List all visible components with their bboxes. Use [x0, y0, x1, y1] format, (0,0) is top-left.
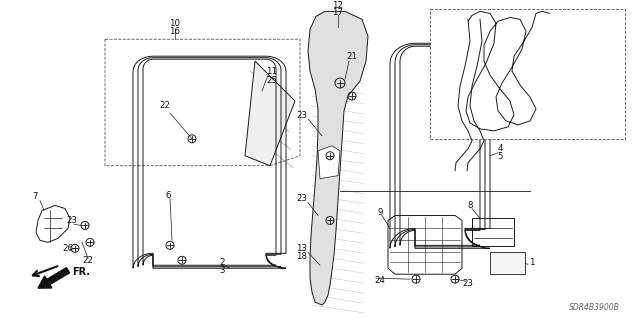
- Polygon shape: [245, 61, 295, 166]
- Text: 23: 23: [296, 194, 307, 203]
- Text: 15: 15: [550, 111, 561, 120]
- Text: 8: 8: [467, 201, 473, 210]
- Text: 14: 14: [595, 62, 605, 70]
- Text: 5: 5: [497, 152, 503, 161]
- Text: SDR4B3900B: SDR4B3900B: [569, 303, 620, 312]
- Text: 25: 25: [525, 128, 536, 137]
- Text: 11: 11: [266, 67, 278, 76]
- Polygon shape: [308, 11, 368, 305]
- Text: 4: 4: [497, 144, 503, 153]
- Text: 6: 6: [165, 191, 171, 200]
- Text: 16: 16: [170, 27, 180, 36]
- Text: 23: 23: [67, 216, 77, 225]
- Text: 22: 22: [445, 11, 456, 20]
- Text: FR.: FR.: [72, 267, 90, 277]
- Text: 13: 13: [296, 244, 307, 253]
- Polygon shape: [318, 146, 340, 179]
- Text: 9: 9: [378, 208, 383, 217]
- Text: 21: 21: [346, 52, 358, 61]
- Text: 3: 3: [220, 266, 225, 275]
- Text: 7: 7: [32, 192, 38, 201]
- Text: 26: 26: [63, 244, 74, 253]
- Text: 25: 25: [266, 76, 278, 85]
- Text: 22: 22: [159, 101, 170, 110]
- Bar: [430, 9, 625, 139]
- Text: 17: 17: [333, 8, 344, 17]
- Text: 2: 2: [220, 258, 225, 267]
- Bar: [490, 252, 525, 274]
- Text: 23: 23: [463, 279, 474, 288]
- Text: 12: 12: [333, 1, 344, 10]
- Text: 18: 18: [296, 252, 307, 261]
- Text: 20: 20: [550, 119, 561, 128]
- Text: 24: 24: [374, 276, 385, 285]
- Bar: [472, 219, 514, 246]
- Text: 1: 1: [529, 258, 535, 267]
- FancyArrow shape: [38, 268, 70, 288]
- Text: 23: 23: [296, 111, 307, 120]
- Text: 22: 22: [83, 256, 93, 265]
- Text: 19: 19: [595, 70, 605, 78]
- Text: 10: 10: [170, 19, 180, 28]
